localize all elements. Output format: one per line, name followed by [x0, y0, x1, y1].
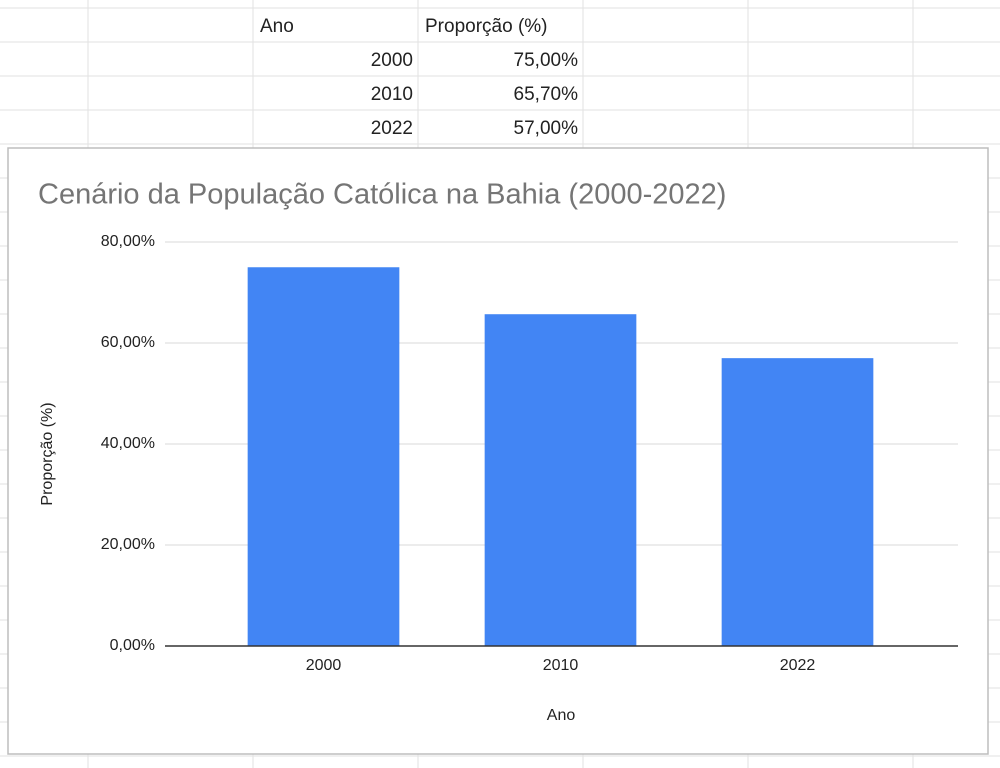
- x-tick-label: 2022: [780, 657, 816, 674]
- bar: [484, 314, 637, 646]
- y-tick-label: 20,00%: [101, 536, 155, 553]
- table-cell: 75,00%: [514, 50, 579, 71]
- table-cell: 65,70%: [514, 84, 579, 105]
- x-axis-label: Ano: [547, 707, 576, 724]
- table-header: Proporção (%): [425, 16, 548, 37]
- table-cell: 2022: [371, 118, 413, 139]
- bar: [247, 267, 400, 646]
- y-tick-label: 80,00%: [101, 233, 155, 250]
- chart-title: Cenário da População Católica na Bahia (…: [38, 179, 726, 211]
- table-cell: 2010: [371, 84, 413, 105]
- table-cell: 57,00%: [514, 118, 579, 139]
- bar: [721, 358, 874, 646]
- x-tick-label: 2010: [543, 657, 579, 674]
- y-tick-label: 0,00%: [110, 637, 155, 654]
- y-tick-label: 60,00%: [101, 334, 155, 351]
- y-tick-label: 40,00%: [101, 435, 155, 452]
- x-tick-label: 2000: [306, 657, 342, 674]
- table-header: Ano: [260, 16, 294, 37]
- y-axis-label: Proporção (%): [39, 402, 56, 505]
- table-cell: 2000: [371, 50, 413, 71]
- chart: 0,00% 20,00% 40,00% 60,00% 80,00% 2000 2010 202…: [101, 233, 958, 674]
